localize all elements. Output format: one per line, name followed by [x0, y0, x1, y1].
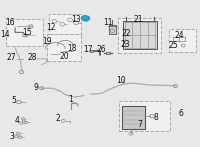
Text: 16: 16 [5, 17, 14, 27]
Text: 1: 1 [68, 95, 73, 104]
Text: 5: 5 [11, 96, 16, 105]
Text: 17: 17 [83, 45, 93, 55]
Bar [122, 106, 145, 129]
Text: 26: 26 [97, 45, 106, 55]
Bar [123, 21, 157, 49]
Text: 23: 23 [121, 40, 130, 49]
Text: 27: 27 [7, 53, 16, 62]
Text: 7: 7 [138, 120, 142, 129]
FancyBboxPatch shape [47, 34, 81, 61]
Bar [109, 25, 116, 34]
Text: 15: 15 [22, 27, 32, 37]
Text: 6: 6 [179, 109, 184, 118]
Text: 14: 14 [0, 30, 10, 40]
Text: 19: 19 [42, 37, 52, 46]
Text: 2: 2 [56, 114, 60, 123]
FancyBboxPatch shape [169, 29, 196, 52]
FancyBboxPatch shape [118, 18, 161, 53]
Text: 3: 3 [9, 132, 14, 141]
Text: 12: 12 [46, 23, 55, 32]
Text: 13: 13 [72, 15, 81, 24]
Text: 20: 20 [59, 52, 69, 61]
Bar [106, 52, 110, 54]
Text: 28: 28 [28, 53, 37, 62]
Text: 22: 22 [121, 29, 131, 38]
Text: 10: 10 [116, 76, 126, 85]
Text: 8: 8 [154, 113, 158, 122]
Text: 9: 9 [33, 82, 38, 92]
Text: 24: 24 [174, 31, 184, 40]
Text: 18: 18 [67, 44, 76, 53]
FancyBboxPatch shape [6, 19, 43, 46]
Bar [90, 50, 93, 52]
Text: 25: 25 [168, 41, 178, 50]
Text: 11: 11 [103, 18, 112, 27]
Polygon shape [81, 15, 90, 21]
Text: 4: 4 [15, 116, 20, 125]
Text: 21: 21 [134, 15, 143, 24]
FancyBboxPatch shape [49, 14, 81, 34]
FancyBboxPatch shape [119, 101, 170, 131]
